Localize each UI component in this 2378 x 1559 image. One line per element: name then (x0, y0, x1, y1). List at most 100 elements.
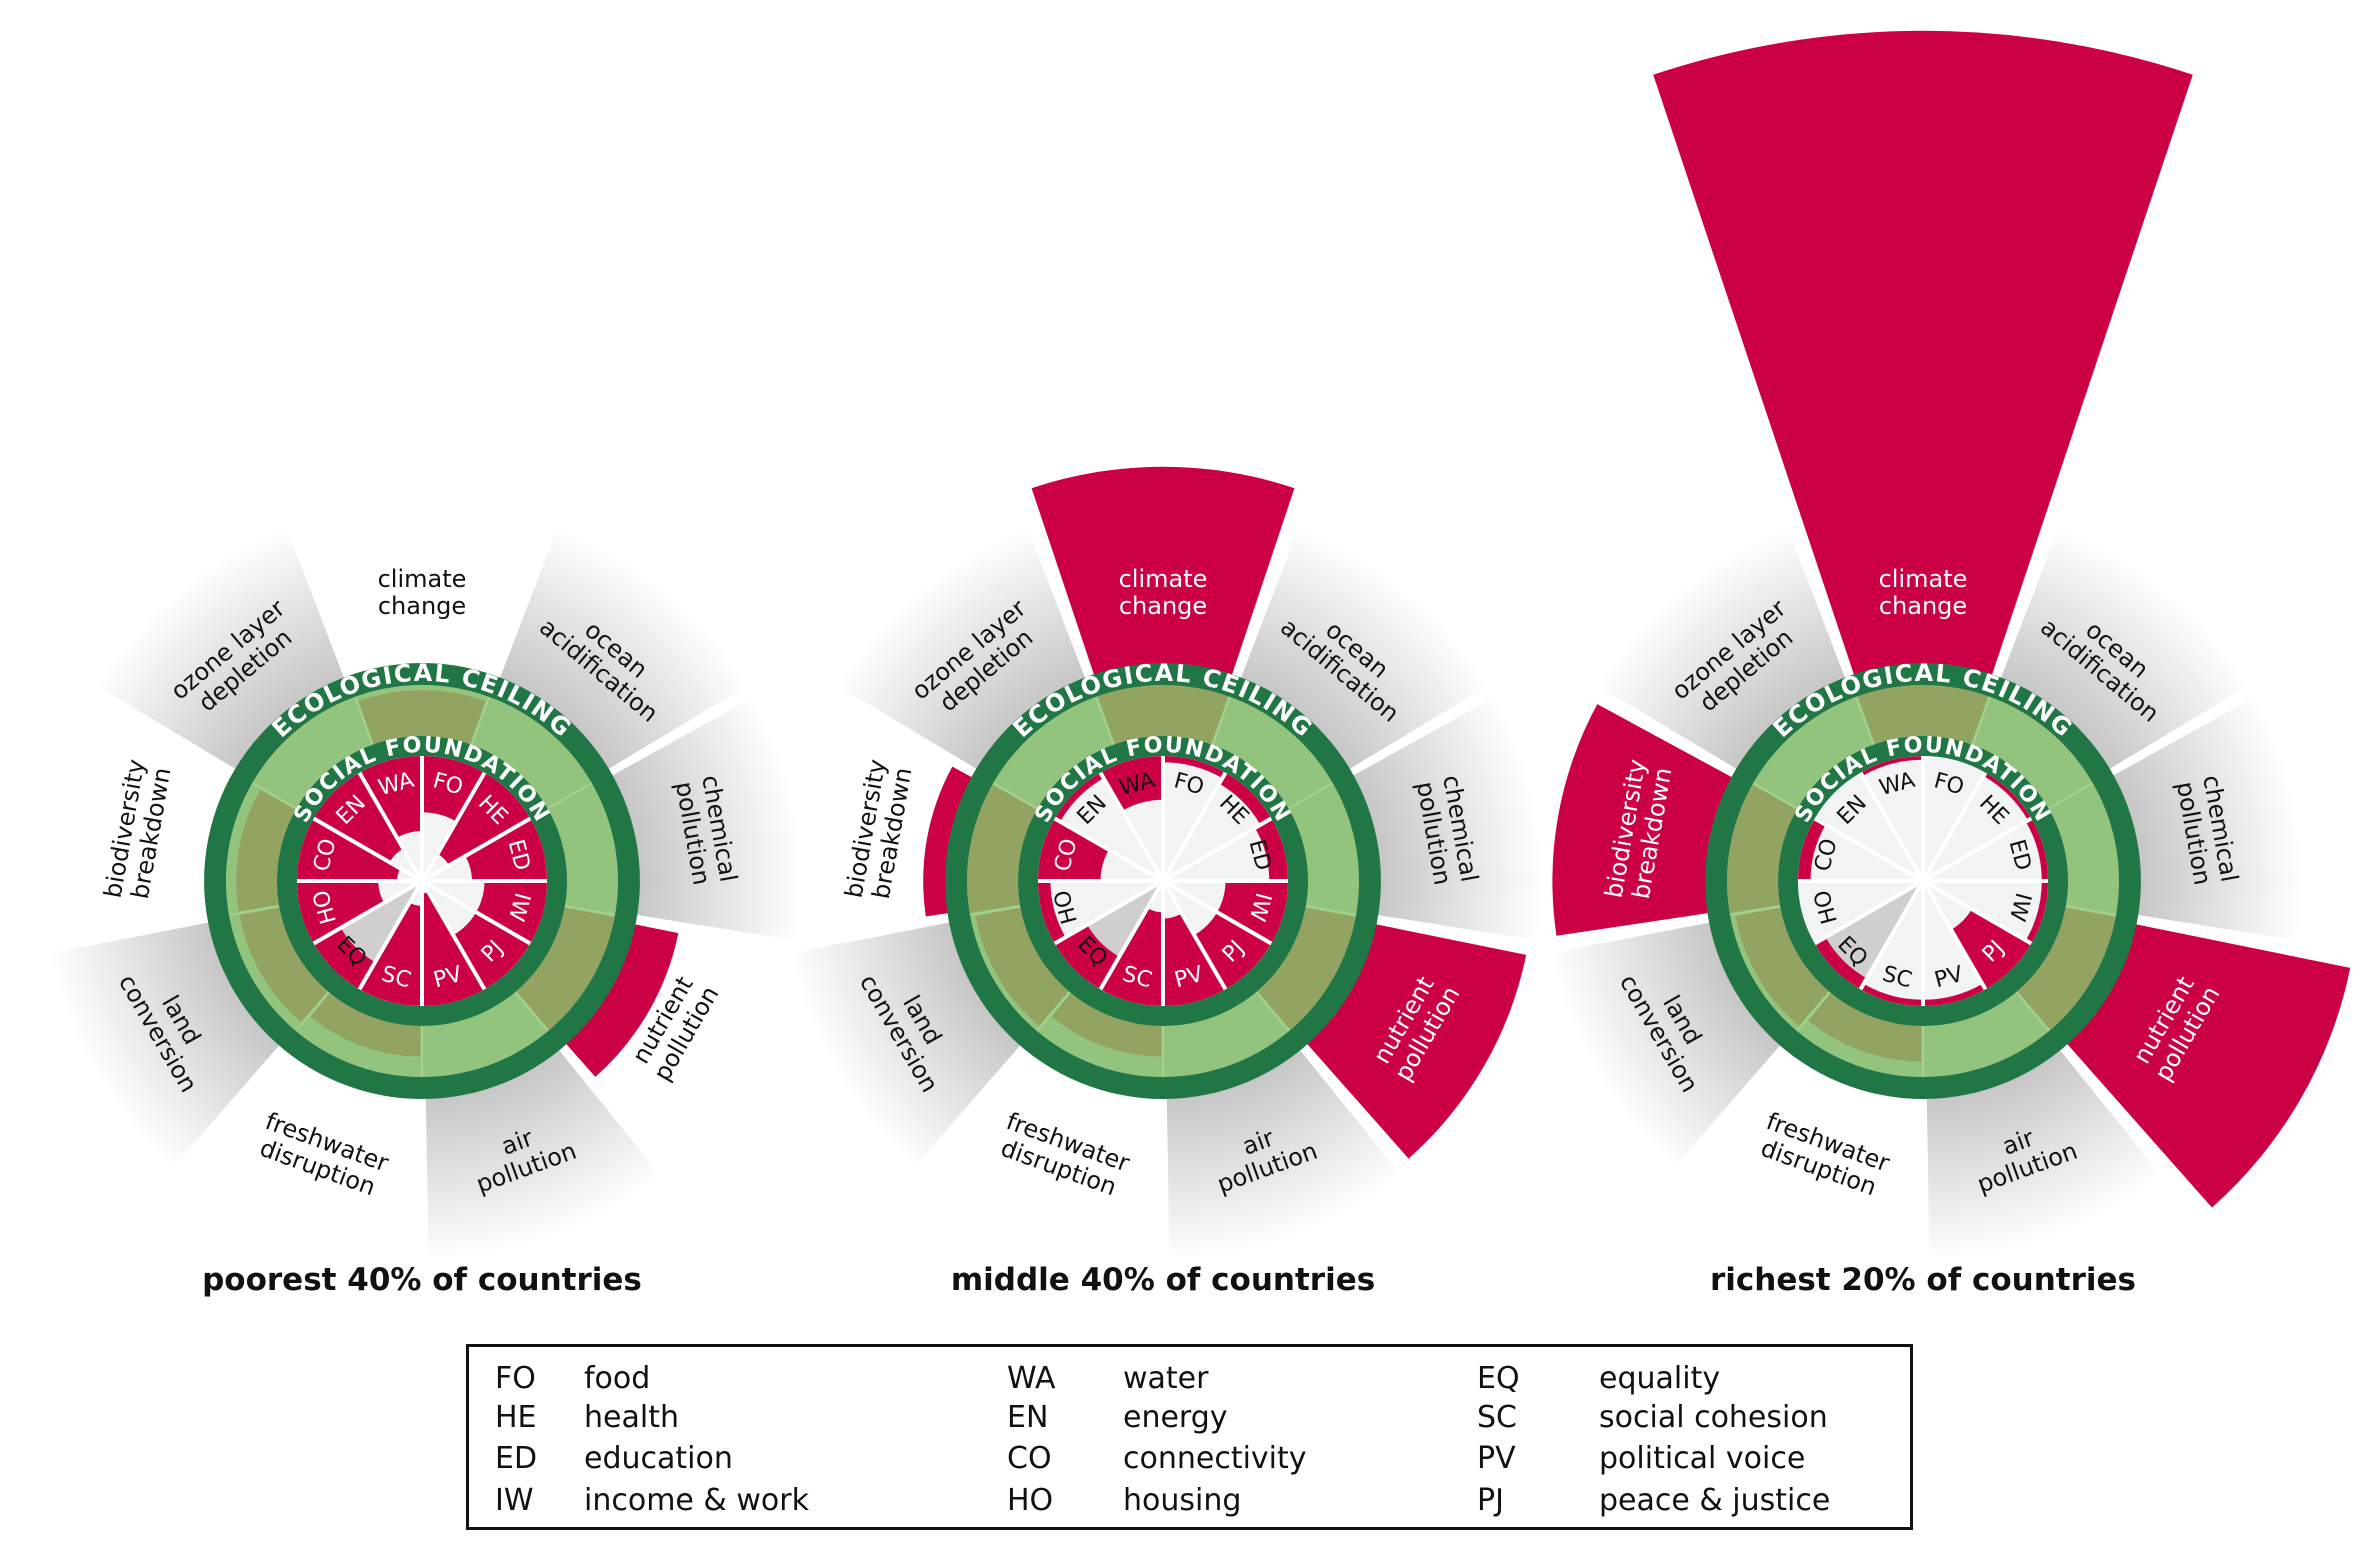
band-divider (228, 905, 280, 917)
wedge-divider (357, 879, 424, 991)
shortfall-bar-HE (1219, 772, 1272, 825)
shortfall-bar-WA (359, 756, 422, 838)
wedge-divider (1161, 879, 1228, 991)
shortfall-bar-PJ (453, 912, 531, 990)
legend-name: energy (1123, 1400, 1228, 1435)
shortfall-bar-HO (297, 881, 385, 944)
band-divider (564, 905, 616, 917)
social-wedge-CO (1798, 818, 1923, 881)
social-wedge-IW (1923, 881, 2048, 944)
legend-code: CO (1007, 1441, 1052, 1476)
social-wedge-ED (1163, 818, 1288, 881)
shortfall-bar-HO (1038, 881, 1066, 944)
social-wedge-PV (1923, 881, 1986, 1006)
band-divider (1855, 696, 1875, 746)
boundary-use-climate (1857, 685, 1989, 745)
boundary-use-nutrient (516, 907, 615, 1030)
panel-title: middle 40% of countries (950, 1262, 1376, 1298)
shortfall-bar-EQ (1054, 924, 1120, 990)
eco-label-freshwater: freshwaterdisruption (252, 1107, 392, 1203)
wedge-divider (1053, 816, 1165, 883)
eco-label-climate: climate change (1119, 565, 1208, 620)
shortfall-bar-ED (2025, 818, 2048, 881)
legend-code: SC (1477, 1400, 1517, 1435)
legend-code: IW (495, 1483, 534, 1518)
boundary-use-freshwater (1808, 993, 1922, 1062)
social-wedge-ED (1923, 818, 2048, 881)
band-divider (1796, 991, 1831, 1032)
band-divider (354, 696, 374, 746)
shortfall-bar-WA (1860, 756, 1923, 776)
overshoot-bar-biodiversity (1552, 704, 1735, 936)
legend-code: EN (1007, 1400, 1049, 1435)
legend-name: income & work (584, 1483, 809, 1518)
legend-name: political voice (1599, 1441, 1806, 1476)
wedge-divider (420, 879, 532, 946)
wedge-divider (1921, 816, 2033, 883)
boundary-use-biodiversity (1727, 784, 1797, 914)
legend-name: peace & justice (1599, 1483, 1831, 1518)
overshoot-bar-nutrient (563, 923, 679, 1077)
shortfall-bar-IW (1217, 881, 1288, 944)
boundary-use-nutrient (2017, 907, 2116, 1030)
legend-name: equality (1599, 1361, 1721, 1396)
eco-label-climate: climate change (1879, 565, 1968, 620)
wedge-divider (1098, 771, 1165, 883)
legend-code: PV (1477, 1441, 1516, 1476)
wedge-divider (420, 816, 532, 883)
band-divider (1036, 991, 1071, 1032)
wedge-divider (420, 879, 487, 991)
band-divider (251, 782, 297, 810)
band-divider (547, 782, 593, 810)
shortfall-bar-CO (1038, 818, 1109, 881)
wedge-divider (420, 771, 487, 883)
shortfall-bar-IW (2025, 881, 2048, 944)
shortfall-bar-ED (465, 818, 547, 881)
band-divider (1729, 905, 1781, 917)
shortfall-bar-HE (1983, 772, 2032, 821)
boundary-use-freshwater (1051, 993, 1162, 1057)
wedge-divider (1921, 879, 1988, 991)
shortfall-bar-EN (1054, 772, 1104, 822)
social-wedge-FO (1163, 756, 1226, 881)
wedge-divider (1098, 879, 1165, 991)
shortfall-bar-CO (297, 818, 401, 881)
legend-code: HO (1007, 1483, 1054, 1518)
wedge-divider (312, 879, 424, 946)
eco-label-freshwater: freshwaterdisruption (993, 1107, 1133, 1203)
wedge-divider (1813, 816, 1925, 883)
shortfall-bar-EQ (313, 927, 376, 990)
social-wedge-HO (1798, 881, 1923, 944)
boundary-use-biodiversity (966, 784, 1037, 914)
social-wedge-FO (1923, 756, 1986, 881)
legend-code: HE (495, 1400, 537, 1435)
legend-name: food (584, 1361, 651, 1396)
band-divider (1211, 696, 1231, 746)
overshoot-bar-nutrient (1304, 923, 1527, 1159)
legend-name: water (1123, 1361, 1209, 1396)
band-divider (1288, 782, 1334, 810)
wedge-divider (1858, 879, 1925, 991)
band-divider (1305, 905, 1357, 917)
wedge-divider (312, 816, 424, 883)
boundary-use-land (239, 907, 328, 1023)
boundary-use-land (975, 907, 1069, 1026)
wedge-divider (1161, 816, 1273, 883)
wedge-divider (1921, 771, 1988, 883)
overshoot-bar-climate (1653, 30, 2193, 679)
band-divider (2015, 991, 2050, 1032)
legend-name: social cohesion (1599, 1400, 1828, 1435)
band-divider (1255, 991, 1290, 1032)
shortfall-bar-SC (359, 902, 422, 1006)
eco-label-freshwater: freshwaterdisruption (1753, 1107, 1893, 1203)
boundary-use-nutrient (1257, 907, 1356, 1030)
shortfall-bar-ED (1255, 818, 1288, 881)
shortfall-bar-FO (1163, 756, 1226, 779)
eco-label-climate: climate change (378, 565, 467, 620)
legend-code: PJ (1477, 1483, 1504, 1518)
boundary-use-land (1735, 907, 1829, 1026)
shortfall-bar-HE (437, 772, 531, 866)
